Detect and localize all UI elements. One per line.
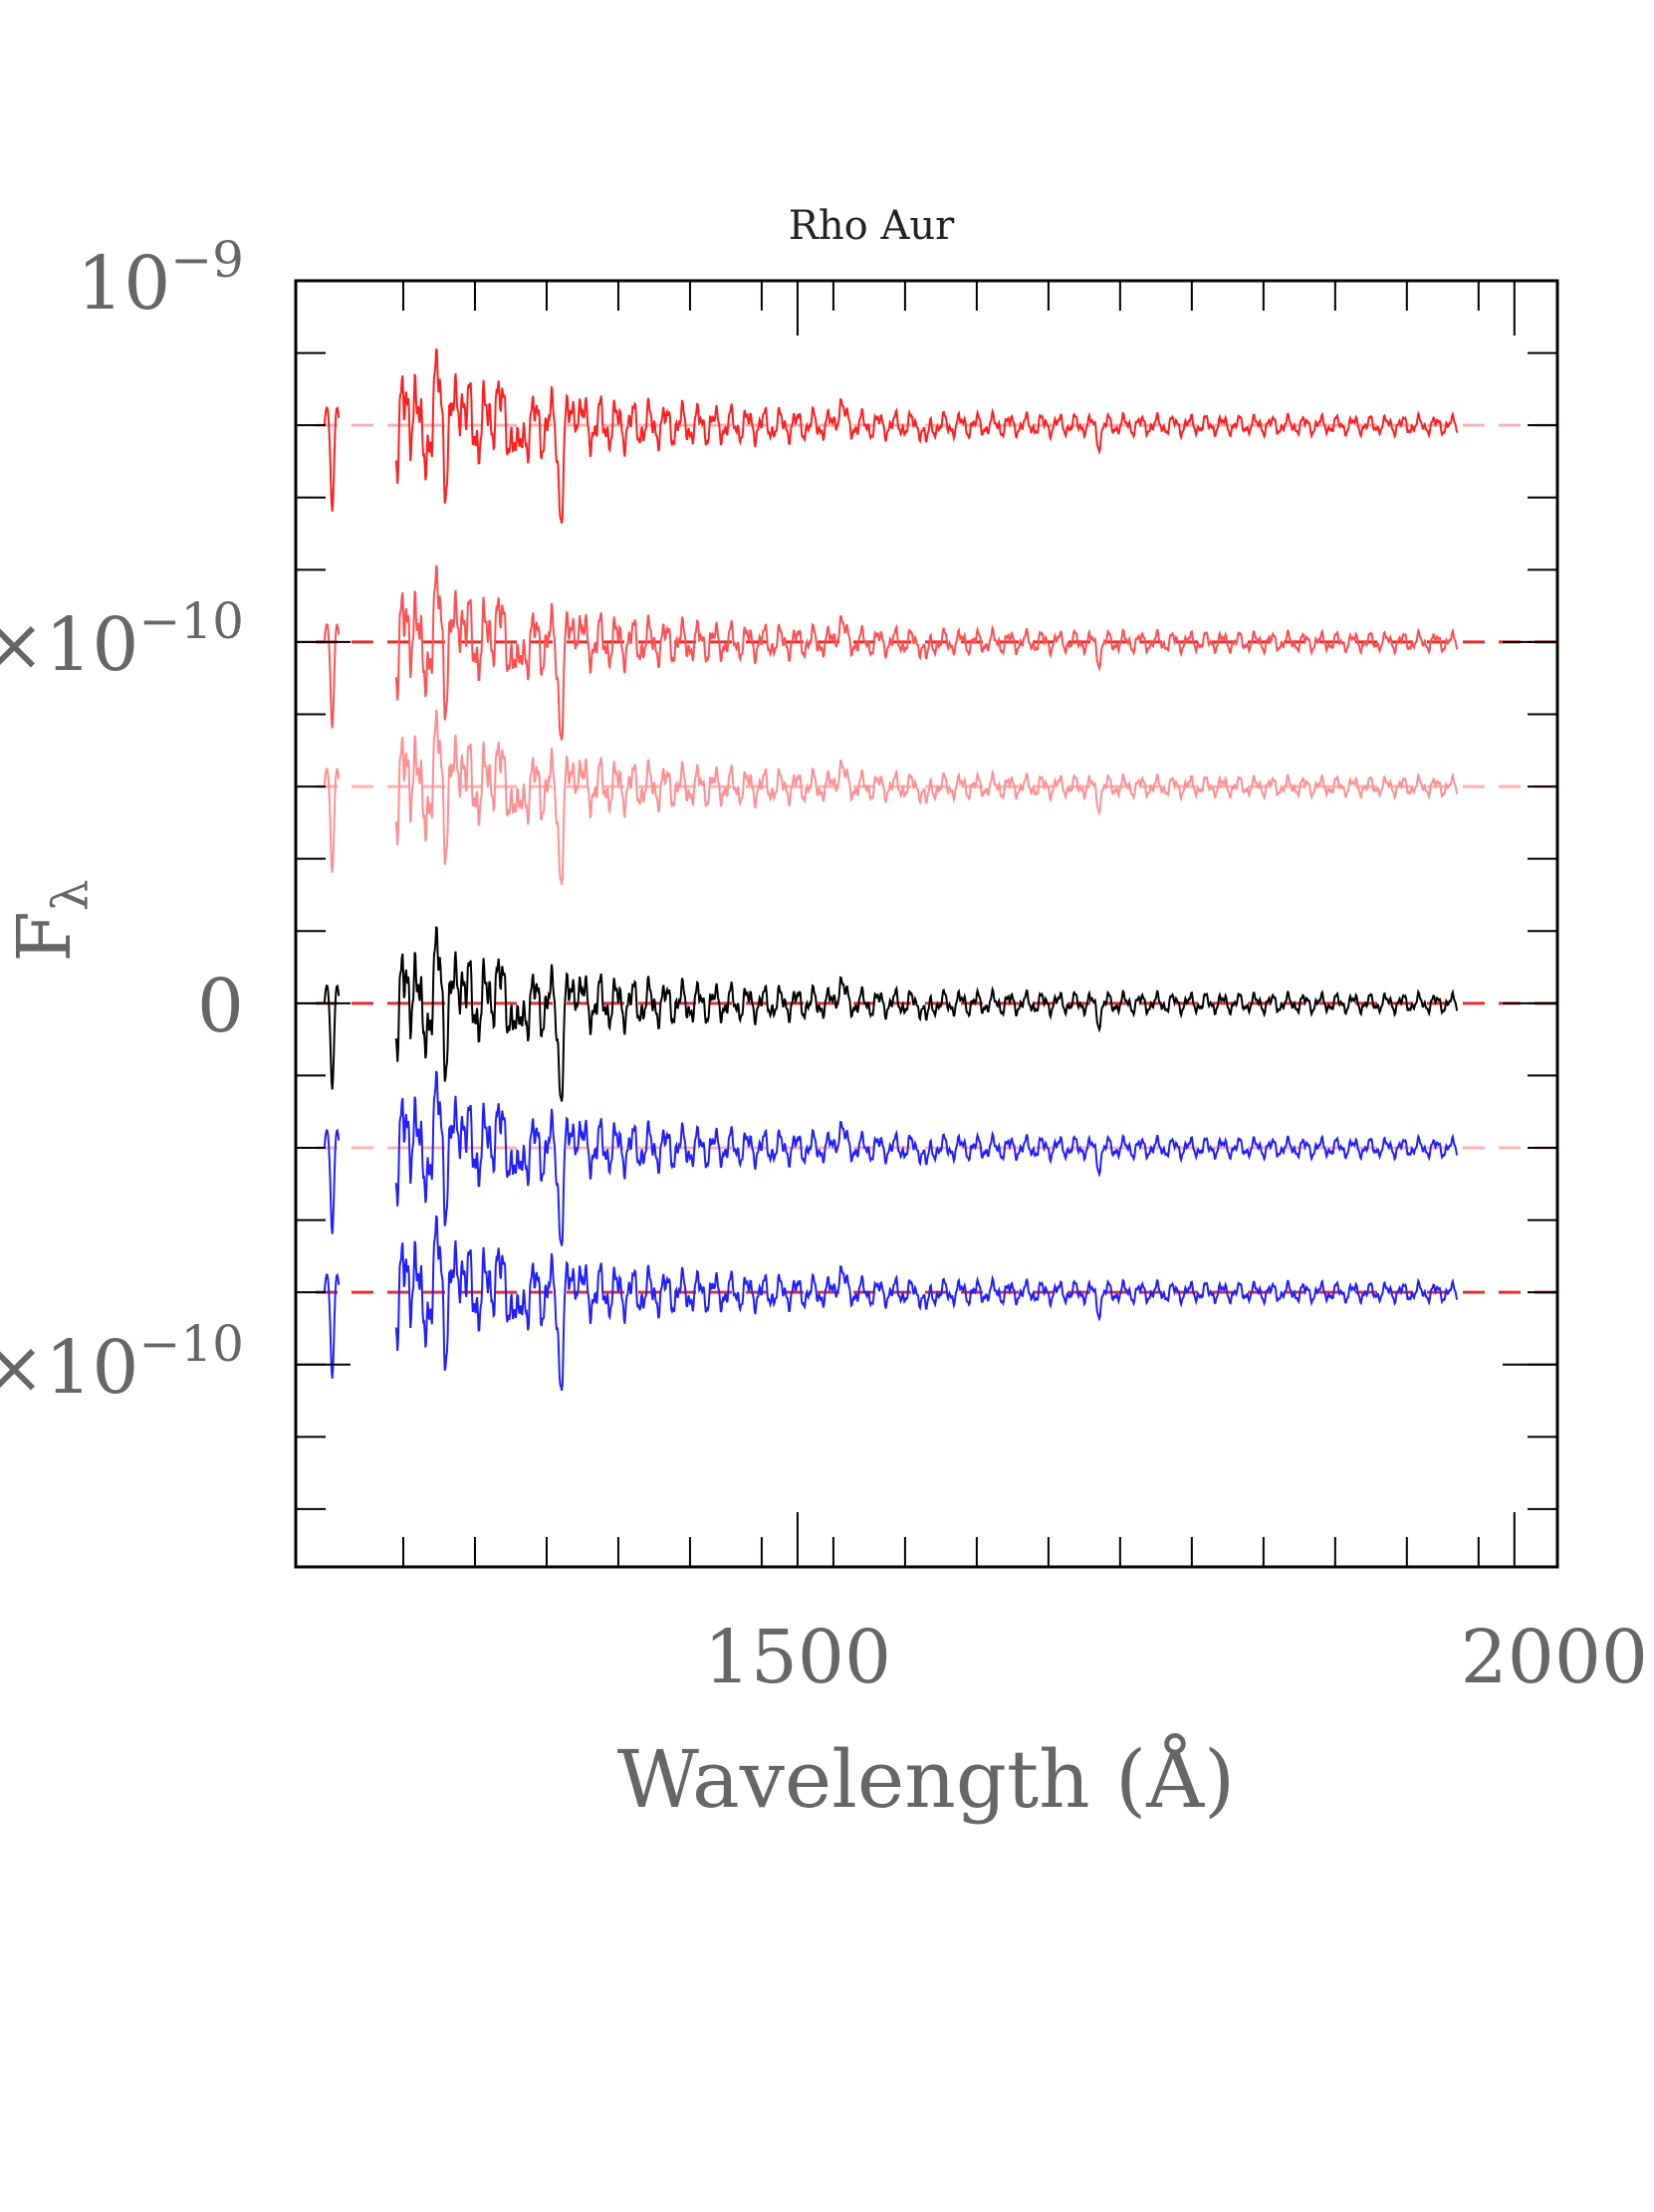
y-tick-label-3-mult: −5× bbox=[0, 1325, 45, 1411]
series-3-line-1 bbox=[394, 926, 1459, 1102]
chart-title: Rho Aur bbox=[789, 203, 955, 249]
series-0-line-0 bbox=[323, 405, 341, 512]
y-tick-label-3-exp: −10 bbox=[138, 1315, 244, 1373]
x-axis-label: Wavelength (Å) bbox=[617, 1732, 1235, 1826]
tick-marks bbox=[296, 280, 1557, 1567]
plot-area bbox=[316, 347, 1557, 1391]
y-tick-label-1-base: 10 bbox=[45, 602, 138, 688]
y-tick-label-1: 5×10−10 bbox=[0, 592, 244, 688]
x-tick-label-0: 1500 bbox=[704, 1615, 891, 1700]
series-4-line-0 bbox=[323, 1128, 341, 1234]
y-tick-label-2-base: 0 bbox=[197, 964, 244, 1049]
series-1-line-0 bbox=[323, 622, 341, 729]
series-2-line-0 bbox=[323, 767, 341, 873]
plot-frame bbox=[294, 279, 1559, 1569]
x-tick-label-1: 2000 bbox=[1461, 1615, 1648, 1700]
series-3-line-0 bbox=[323, 984, 341, 1090]
y-axis-label-group: Fλ bbox=[2, 879, 100, 962]
series-1-line-1 bbox=[394, 564, 1459, 741]
y-axis-label-subscript: λ bbox=[42, 879, 100, 911]
series-0-line-1 bbox=[394, 347, 1459, 524]
y-tick-label-3-base: 10 bbox=[45, 1325, 138, 1411]
y-tick-label-1-mult: 5× bbox=[0, 602, 45, 688]
x-tick-labels: 1500 2000 bbox=[704, 1615, 1648, 1700]
y-tick-labels: 10−95×10−100−5×10−10 bbox=[0, 231, 244, 1411]
y-tick-label-3: −5×10−10 bbox=[0, 1315, 244, 1411]
y-axis-label: Fλ bbox=[2, 879, 100, 962]
y-tick-label-0-exp: −9 bbox=[170, 231, 244, 289]
y-tick-label-2: 0 bbox=[197, 964, 244, 1049]
series-5-line-1 bbox=[394, 1215, 1459, 1391]
series-5-line-0 bbox=[323, 1272, 341, 1379]
y-axis-label-main: F bbox=[2, 911, 88, 962]
series-4-line-1 bbox=[394, 1070, 1459, 1246]
series-2-line-1 bbox=[394, 709, 1459, 885]
y-tick-label-0-base: 10 bbox=[77, 241, 170, 327]
y-tick-label-0: 10−9 bbox=[77, 231, 244, 327]
y-tick-label-1-exp: −10 bbox=[138, 592, 244, 650]
